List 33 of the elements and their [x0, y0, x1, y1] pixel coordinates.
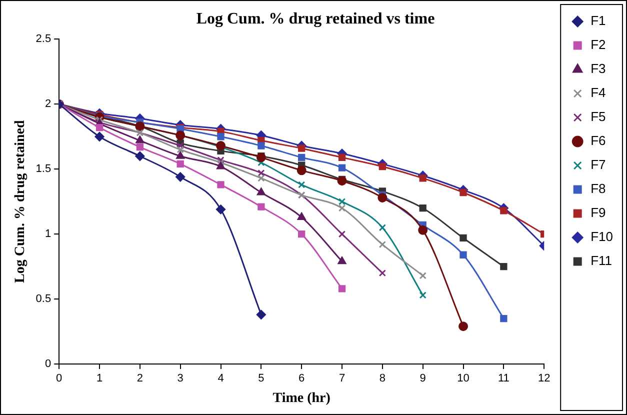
x-tick-label: 5	[258, 372, 264, 385]
x-axis-title: Time (hr)	[272, 391, 331, 406]
x-tick-label: 11	[498, 372, 510, 385]
x-tick-label: 2	[136, 372, 143, 385]
y-axis-title: Log Cum. % drug retained	[13, 120, 28, 283]
legend-label: F1	[590, 13, 606, 28]
chart-title: Log Cum. % drug retained vs time	[196, 10, 435, 28]
x-tick-label: 7	[338, 372, 346, 385]
legend-label: F8	[590, 181, 606, 196]
legend-label: F9	[590, 205, 606, 220]
x-tick-label: 6	[298, 372, 305, 385]
y-tick-label: 0	[44, 358, 52, 370]
x-tick-label: 3	[177, 372, 184, 385]
x-tick-label: 1	[96, 372, 103, 385]
legend-label: F2	[590, 37, 606, 52]
x-tick-label: 8	[379, 372, 386, 385]
y-tick-label: 2.5	[36, 33, 52, 46]
x-tick-label: 10	[457, 372, 470, 385]
legend-label: F4	[590, 85, 606, 100]
y-tick-label: 2	[44, 98, 52, 110]
x-tick-label: 4	[218, 372, 224, 385]
x-tick-label: 9	[420, 372, 426, 385]
legend-label: F5	[590, 109, 606, 124]
y-tick-label: 1.5	[36, 163, 52, 176]
x-tick-label: 12	[538, 372, 550, 385]
legend-label: F3	[590, 61, 606, 76]
legend-label: F6	[590, 133, 606, 148]
y-tick-label: 1	[44, 228, 52, 240]
legend-label: F7	[590, 157, 606, 172]
y-tick-label: 0.5	[36, 293, 52, 306]
legend-label: F10	[590, 229, 614, 244]
x-tick-label: 0	[56, 372, 62, 385]
legend-label: F11	[590, 253, 612, 268]
